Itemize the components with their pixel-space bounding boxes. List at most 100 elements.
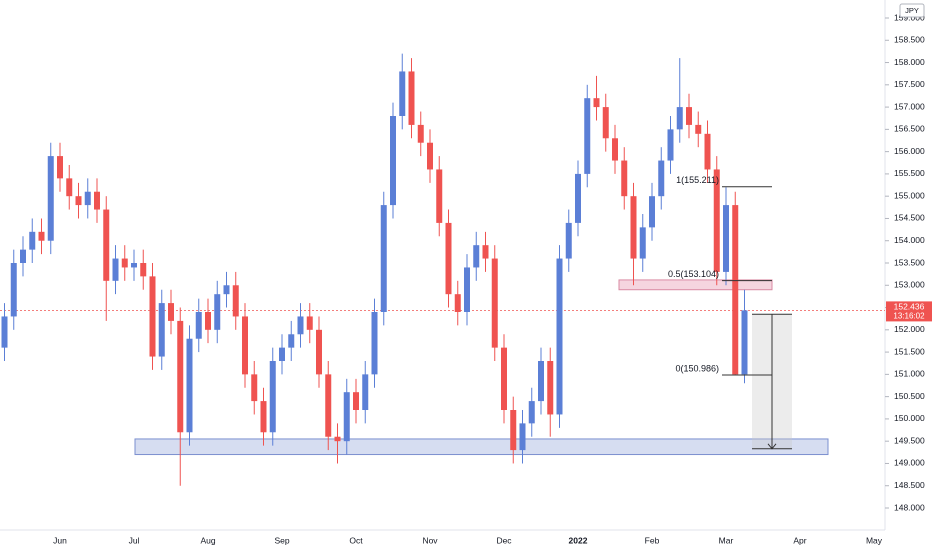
candle-body bbox=[242, 316, 248, 375]
candle-body bbox=[29, 231, 36, 250]
x-tick-label: Apr bbox=[793, 535, 806, 545]
candle-body bbox=[75, 196, 82, 206]
candle-body bbox=[343, 392, 350, 442]
candle-body bbox=[501, 347, 507, 410]
y-tick-label: 152.000 bbox=[894, 324, 925, 334]
y-tick-label: 149.000 bbox=[894, 458, 925, 468]
x-tick-label: Dec bbox=[496, 535, 512, 545]
candle-body bbox=[195, 312, 202, 339]
candle-body bbox=[676, 107, 683, 130]
candle-body bbox=[519, 423, 526, 451]
candle-body bbox=[510, 410, 517, 451]
candle-body bbox=[20, 249, 26, 263]
candle-body bbox=[103, 209, 110, 281]
candle-body bbox=[723, 205, 729, 272]
candle-body bbox=[223, 285, 230, 295]
candle-body bbox=[454, 294, 461, 312]
y-tick-label: 151.500 bbox=[894, 346, 925, 356]
candle-body bbox=[713, 169, 720, 272]
candle-body bbox=[1, 316, 8, 348]
candle-body bbox=[482, 245, 489, 259]
y-tick-label: 149.500 bbox=[894, 435, 925, 445]
y-tick-label: 150.000 bbox=[894, 413, 925, 423]
candle-body bbox=[260, 401, 267, 433]
candle-body bbox=[177, 320, 184, 433]
y-tick-label: 157.000 bbox=[894, 101, 925, 111]
candle-body bbox=[741, 310, 748, 375]
currency-box bbox=[899, 3, 925, 18]
y-tick-label: 155.000 bbox=[894, 190, 925, 200]
candle-body bbox=[10, 263, 17, 317]
candle-body bbox=[84, 191, 91, 206]
x-tick-label: Oct bbox=[349, 535, 363, 545]
candle-body bbox=[149, 276, 156, 357]
candle-body bbox=[205, 312, 211, 330]
candle-body bbox=[528, 401, 535, 424]
current-price-label: 152.436 bbox=[894, 302, 925, 312]
candle-body bbox=[140, 263, 147, 277]
candle-body bbox=[334, 436, 341, 442]
candle-body bbox=[112, 258, 119, 281]
x-tick-label: Nov bbox=[422, 535, 438, 545]
y-tick-label: 153.500 bbox=[894, 257, 925, 267]
candle-body bbox=[538, 361, 544, 402]
candle-body bbox=[621, 160, 628, 197]
price-tag bbox=[886, 301, 932, 322]
candle-body bbox=[362, 374, 369, 410]
candle-body bbox=[575, 173, 581, 223]
candle-body bbox=[47, 156, 54, 241]
candle-body bbox=[436, 169, 443, 223]
candle-body bbox=[269, 361, 276, 433]
x-tick-label: Mar bbox=[719, 535, 734, 545]
y-tick-label: 158.000 bbox=[894, 57, 925, 67]
y-tick-label: 150.500 bbox=[894, 391, 925, 401]
candle-body bbox=[649, 196, 655, 228]
x-tick-label: Sep bbox=[274, 535, 289, 545]
candle-body bbox=[399, 71, 406, 116]
candle-body bbox=[94, 191, 100, 210]
currency-label: JPY bbox=[905, 6, 919, 15]
candle-body bbox=[408, 71, 415, 125]
candle-body bbox=[547, 361, 554, 415]
candle-body bbox=[686, 107, 692, 125]
y-tick-label: 154.000 bbox=[894, 235, 925, 245]
x-tick-label: Jun bbox=[53, 535, 67, 545]
y-tick-label: 153.000 bbox=[894, 280, 925, 290]
candle-body bbox=[732, 205, 739, 375]
candle-body bbox=[158, 303, 165, 357]
candle-body bbox=[417, 124, 424, 143]
candle-body bbox=[695, 124, 702, 134]
measure-arrowhead bbox=[767, 443, 777, 450]
fib-label: 0(150.986) bbox=[675, 363, 719, 373]
candle-body bbox=[464, 267, 470, 312]
candle-body bbox=[612, 138, 618, 161]
x-tick-label: 2022 bbox=[569, 535, 588, 545]
candle-body bbox=[297, 316, 304, 335]
fib-label: 1(155.211) bbox=[676, 175, 719, 185]
x-tick-label: May bbox=[866, 535, 883, 545]
x-tick-label: Aug bbox=[200, 535, 215, 545]
resistance-zone bbox=[618, 279, 773, 291]
y-tick-label: 156.500 bbox=[894, 124, 925, 134]
candle-body bbox=[639, 227, 646, 259]
candle-body bbox=[565, 222, 572, 259]
candle-body bbox=[214, 294, 221, 330]
candle-body bbox=[667, 129, 674, 161]
candle-body bbox=[445, 222, 452, 295]
x-tick-label: Jul bbox=[129, 535, 140, 545]
candle-body bbox=[390, 116, 396, 206]
y-tick-label: 155.500 bbox=[894, 168, 925, 178]
y-tick-label: 151.000 bbox=[894, 369, 925, 379]
candle-body bbox=[121, 258, 128, 268]
candle-body bbox=[316, 329, 322, 375]
y-tick-label: 148.500 bbox=[894, 480, 925, 490]
candle-body bbox=[279, 347, 285, 361]
candle-body bbox=[473, 245, 480, 268]
candle-body bbox=[232, 285, 239, 317]
y-tick-label: 158.500 bbox=[894, 35, 925, 45]
candle-body bbox=[186, 338, 193, 433]
candle-body bbox=[593, 98, 600, 108]
countdown: 13:16:02 bbox=[893, 312, 925, 321]
candle-body bbox=[57, 156, 63, 179]
